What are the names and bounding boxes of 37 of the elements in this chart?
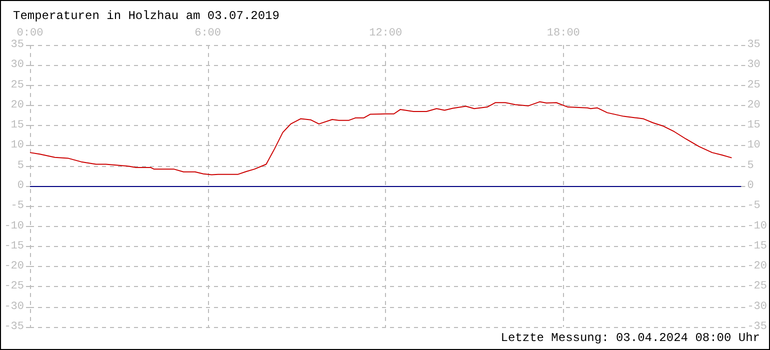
y2-tick-label: 0 (747, 180, 754, 192)
y2-tick-label: -10 (747, 220, 768, 232)
y-tick-label: -15 (4, 240, 24, 252)
y-tick-label: 10 (10, 140, 24, 152)
y2-tick-label: 5 (747, 160, 754, 172)
y2-tick-label: 35 (747, 39, 760, 51)
text: Letzte Messung: 03.04.2024 08:00 Uhr (500, 331, 760, 345)
y2-tick-label: 25 (747, 79, 760, 92)
y2-tick-label: 30 (747, 59, 760, 72)
x-tick-label: 6:00 (194, 28, 221, 40)
y-tick-label: 30 (10, 59, 24, 72)
y-tick-label: 15 (10, 120, 24, 132)
y-tick-label: -35 (4, 321, 24, 333)
y2-tick-label: -25 (747, 280, 768, 293)
y-tick-label: -10 (4, 220, 24, 232)
y2-tick-label: -35 (747, 321, 768, 333)
line-series (30, 101, 732, 176)
y-tick-label: -5 (10, 200, 24, 212)
x-tick-label: 12:00 (369, 28, 402, 40)
y2-tick-label: -5 (747, 200, 760, 212)
y2-tick-label: -30 (747, 300, 768, 313)
y2-tick-label: -20 (747, 260, 768, 273)
y-tick-label: 20 (10, 99, 24, 112)
chart-title: Temperaturen in Holzhau am 03.07.2019 (13, 9, 280, 23)
y-tick-label: -25 (4, 280, 24, 293)
x-tick-label: 18:00 (546, 28, 580, 40)
y-tick-label: 0 (17, 180, 24, 192)
y2-tick-label: 20 (747, 99, 760, 112)
y2-tick-label: -15 (747, 240, 768, 252)
y2-tick-label: 15 (747, 120, 760, 132)
y-tick-label: 5 (17, 160, 24, 172)
y-tick-label: -20 (4, 260, 24, 273)
y-tick-label: -30 (4, 300, 24, 313)
y-tick-label: 35 (10, 39, 24, 51)
y-tick-label: 25 (10, 79, 24, 92)
x-tick-label: 0:00 (16, 28, 44, 40)
y2-tick-label: 10 (747, 140, 760, 152)
